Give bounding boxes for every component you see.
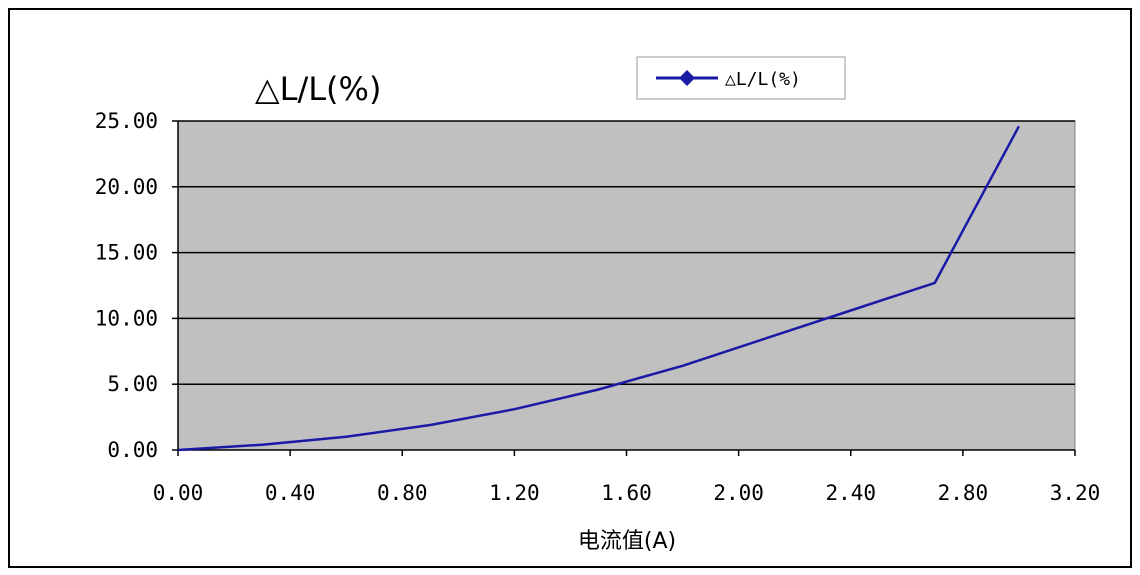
y-tick-label: 15.00	[95, 241, 158, 265]
legend-label: △L/L(%)	[725, 69, 801, 90]
grid-lines	[178, 120, 1075, 385]
y-tick-label: 20.00	[95, 175, 158, 199]
y-tick-label: 5.00	[107, 372, 158, 396]
x-tick-labels: 0.00 0.40 0.80 1.20 1.60 2.00 2.40 2.80 3.20	[153, 481, 1101, 505]
axes	[172, 120, 1076, 456]
x-tick-label: 0.80	[377, 481, 428, 505]
series-line	[177, 125, 1021, 452]
x-tick-label: 0.00	[153, 481, 204, 505]
legend-box	[636, 56, 846, 100]
x-axis-title: 电流值(A)	[578, 529, 676, 554]
y-tick-labels: 0.00 5.00 10.00 15.00 20.00 25.00	[95, 109, 158, 462]
y-tick-label: 10.00	[95, 306, 158, 330]
series-group	[177, 125, 1021, 452]
legend: △L/L(%)	[636, 56, 846, 100]
y-tick-label: 25.00	[95, 109, 158, 133]
x-tick-label: 2.40	[825, 481, 876, 505]
x-tick-label: 1.60	[601, 481, 652, 505]
x-tick-label: 2.00	[713, 481, 764, 505]
x-tick-label: 1.20	[489, 481, 540, 505]
x-tick-label: 0.40	[265, 481, 316, 505]
legend-diamond-marker	[679, 70, 695, 86]
chart-title: △L/L(%)	[255, 70, 381, 108]
plot-area	[177, 120, 1076, 451]
x-tick-label: 3.20	[1050, 481, 1101, 505]
x-tick-label: 2.80	[938, 481, 989, 505]
y-tick-label: 0.00	[107, 438, 158, 462]
